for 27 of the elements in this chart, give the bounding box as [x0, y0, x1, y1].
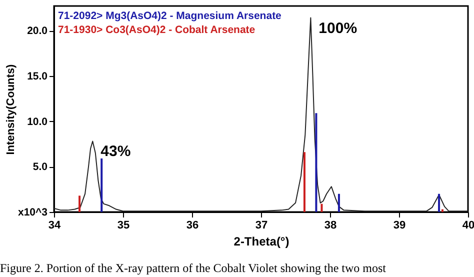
caption: Figure 2. Portion of the X-ray pattern of the Cobalt Violet showing the two most — [0, 261, 387, 275]
bar — [100, 158, 103, 212]
x-tick-label: 35 — [117, 220, 130, 232]
y-tick-label: 15.0 — [27, 70, 48, 82]
annotation: 43% — [100, 143, 131, 160]
x-tick-label: 34 — [48, 220, 62, 232]
text: 71-2092> Mg3(AsO4)2 - Magnesium Arsenate — [58, 10, 282, 22]
bar — [338, 194, 340, 212]
text: 71-1930> Co3(AsO4)2 - Cobalt Arsenate — [58, 24, 256, 36]
annotation: 100% — [318, 20, 358, 37]
y-tick-label: 5.0 — [32, 161, 48, 174]
x-axis-title: 2-Theta(°) — [234, 234, 290, 248]
bar — [303, 152, 306, 212]
x-tick-label: 38 — [324, 220, 337, 232]
bar — [438, 194, 440, 212]
y-tick-label: x10^3 — [18, 206, 48, 218]
bar — [78, 196, 81, 212]
bar — [441, 209, 444, 212]
y-tick-label: 10.0 — [27, 116, 48, 128]
y-axis-title: Intensity(Counts) — [5, 64, 18, 155]
x-tick-label: 40 — [462, 220, 474, 232]
x-tick-label: 39 — [393, 220, 406, 232]
bar — [315, 113, 318, 212]
x-tick-label: 36 — [186, 220, 199, 232]
bar — [320, 204, 323, 212]
x-tick-label: 37 — [255, 220, 268, 232]
y-tick-label: 20.0 — [27, 25, 48, 37]
